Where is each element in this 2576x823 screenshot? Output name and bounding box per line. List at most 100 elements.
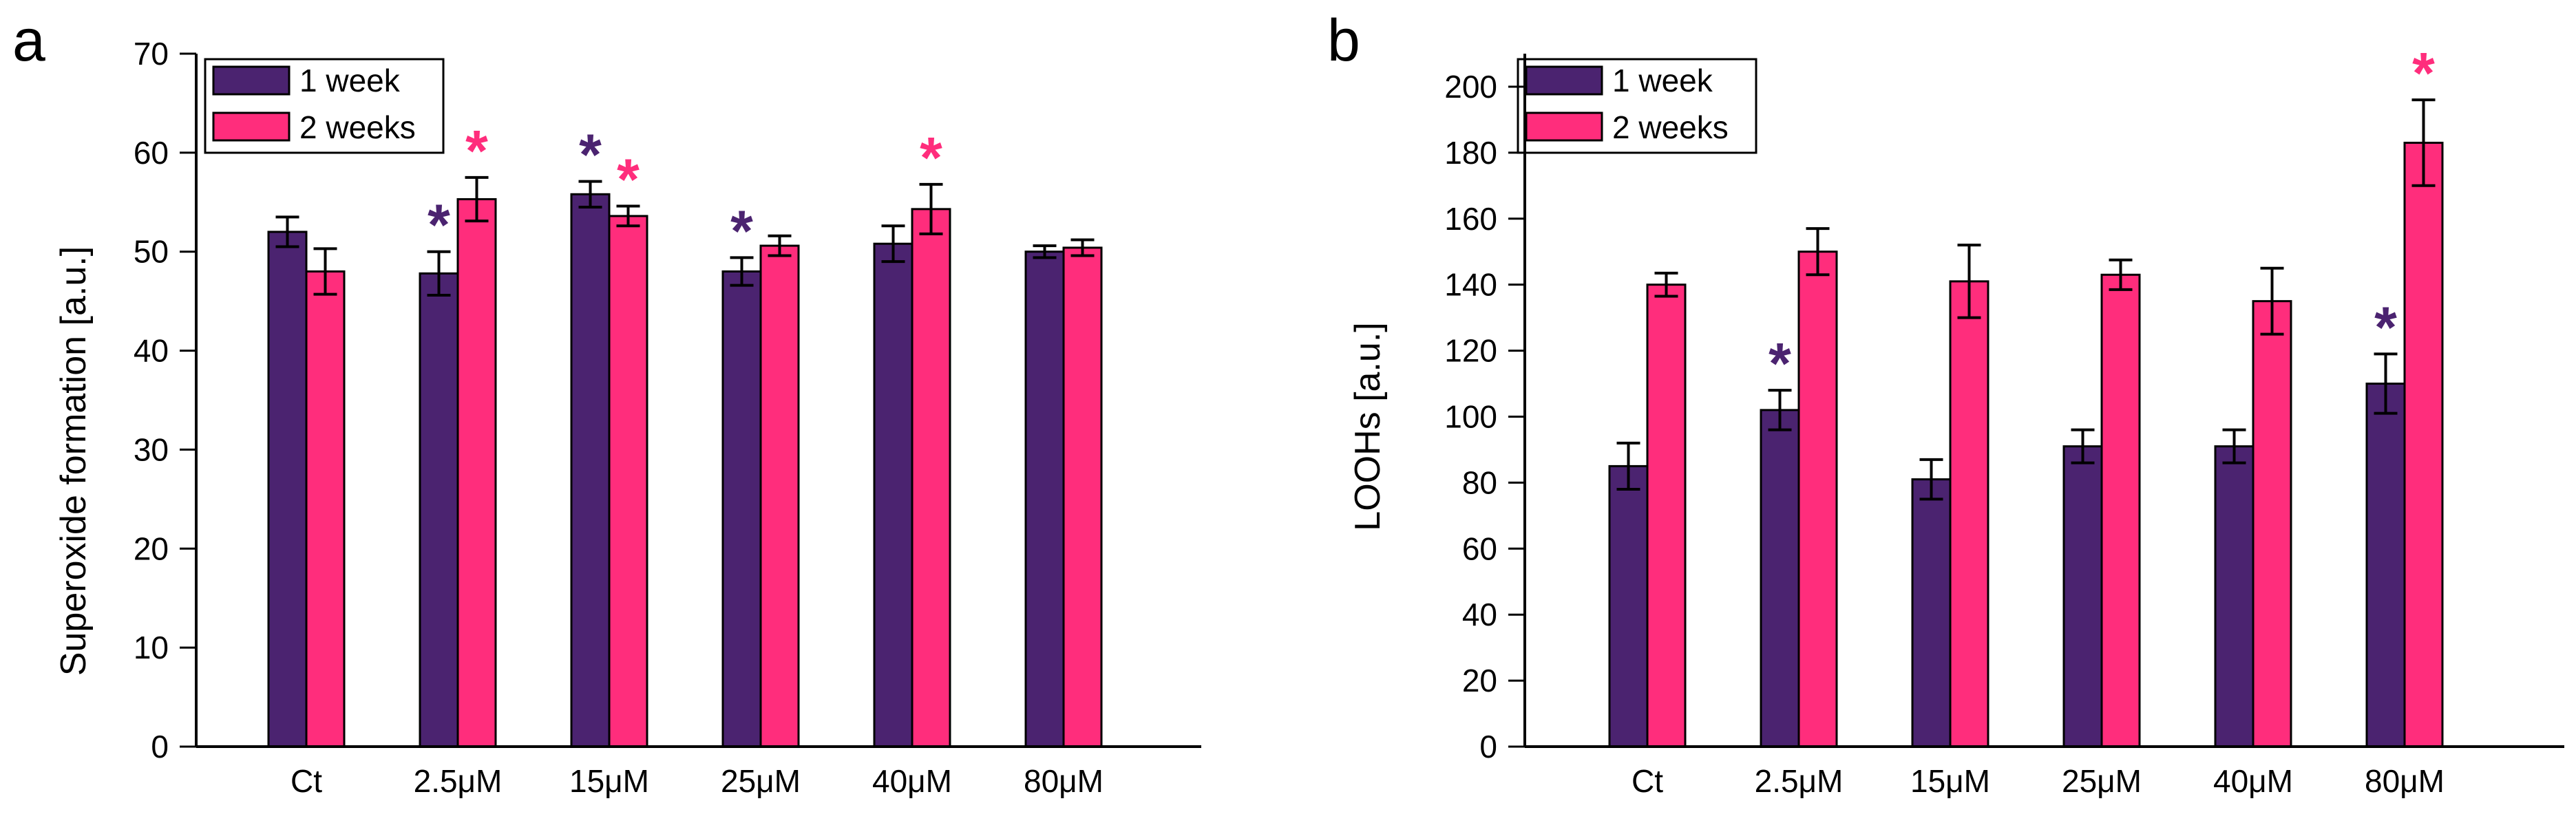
error-bar	[919, 182, 943, 235]
significance-marker: *	[920, 125, 942, 190]
chart-legend: 1 week 2 weeks	[204, 58, 445, 154]
error-bar	[616, 204, 640, 228]
bar	[2062, 445, 2103, 748]
y-tick-label: 70	[134, 36, 169, 72]
bar	[1797, 250, 1838, 748]
y-tick-label: 30	[134, 431, 169, 467]
error-bar	[730, 256, 754, 287]
error-bar	[1616, 441, 1640, 491]
y-tick-label: 120	[1444, 333, 1497, 369]
error-bar	[1806, 227, 1830, 277]
bar	[1062, 246, 1103, 748]
bar	[1760, 409, 1800, 748]
legend-label: 1 week	[1612, 63, 1713, 98]
error-bar	[2374, 352, 2398, 415]
y-tick-label: 180	[1444, 135, 1497, 171]
bar	[1949, 280, 1989, 748]
chart-panel-b: b LOOHs [a.u.] 0 20 40 60 80 100 120 140 160 180 2…	[1327, 8, 2564, 799]
error-bar	[881, 224, 905, 264]
bar	[2365, 383, 2406, 748]
y-tick-label: 140	[1444, 267, 1497, 303]
x-tick-label: 2.5μM	[1755, 763, 1844, 799]
y-tick-label: 40	[134, 333, 169, 369]
bar	[2252, 300, 2292, 748]
panel-label: a	[12, 8, 45, 74]
error-bar	[1654, 271, 1678, 298]
error-bar	[2222, 428, 2246, 464]
significance-marker: *	[617, 147, 640, 212]
significance-marker: *	[427, 193, 450, 257]
significance-marker: *	[1769, 331, 1791, 396]
significance-marker: *	[465, 118, 488, 183]
x-tick-label: Ct	[1632, 763, 1663, 799]
bar	[1911, 478, 1952, 748]
bar	[570, 193, 611, 748]
y-tick-label: 20	[1462, 663, 1497, 698]
y-tick-label: 0	[151, 729, 169, 765]
error-bar	[1957, 244, 1981, 319]
chart-panel-a: a Superoxide formation [a.u.] 0 10 20 30 40 5…	[12, 8, 1201, 799]
error-bar	[1919, 458, 1943, 501]
chart-plot-area: 0 20 40 60 80 100 120 140 160 180 200 Ct * 2.5μM 15μM 2…	[1444, 41, 2564, 799]
y-tick-label: 50	[134, 234, 169, 270]
legend-swatch	[1525, 65, 1603, 96]
x-tick-label: 15μM	[569, 763, 649, 799]
bar	[2214, 445, 2255, 748]
y-axis-title: Superoxide formation [a.u.]	[54, 246, 94, 676]
error-bar	[2071, 428, 2095, 464]
bar	[2403, 141, 2444, 748]
legend-label: 2 weeks	[299, 109, 416, 145]
y-tick-label: 0	[1479, 729, 1497, 765]
bar	[1646, 284, 1687, 748]
legend-swatch	[1525, 111, 1603, 142]
error-bar	[2109, 258, 2133, 291]
chart-legend: 1 week 2 weeks	[1517, 58, 1757, 154]
bar	[721, 270, 762, 748]
bar	[2100, 273, 2141, 748]
y-axis-title: LOOHs [a.u.]	[1348, 322, 1388, 531]
error-bar	[465, 175, 489, 223]
x-tick-label: 2.5μM	[414, 763, 503, 799]
significance-marker: *	[730, 198, 753, 263]
bar	[305, 270, 346, 748]
legend-frame	[1517, 58, 1757, 154]
y-tick-label: 200	[1444, 69, 1497, 105]
x-tick-label: 25μM	[2062, 763, 2142, 799]
panel-label: b	[1327, 8, 1360, 74]
bar	[911, 208, 951, 748]
error-bar	[2260, 266, 2284, 336]
bar	[1024, 250, 1065, 748]
bar	[759, 244, 800, 748]
x-tick-label: 25μM	[721, 763, 801, 799]
x-tick-label: 80μM	[1024, 763, 1104, 799]
error-bar	[578, 180, 602, 209]
x-tick-label: Ct	[291, 763, 322, 799]
legend-label: 1 week	[299, 63, 401, 98]
y-tick-label: 60	[134, 135, 169, 171]
error-bar	[275, 215, 299, 248]
error-bar	[768, 234, 792, 257]
significance-marker: *	[2374, 295, 2397, 359]
legend-label: 2 weeks	[1612, 109, 1729, 145]
legend-frame	[204, 58, 445, 154]
x-tick-label: 15μM	[1910, 763, 1990, 799]
error-bar	[427, 250, 451, 297]
y-tick-label: 100	[1444, 398, 1497, 434]
bar	[608, 215, 648, 748]
y-tick-label: 20	[134, 531, 169, 566]
legend-swatch	[212, 111, 291, 142]
significance-marker: *	[2412, 41, 2435, 105]
legend-swatch	[212, 65, 291, 96]
x-tick-label: 80μM	[2365, 763, 2445, 799]
significance-marker: *	[579, 122, 602, 187]
bar	[456, 197, 497, 748]
error-bar	[1070, 238, 1095, 257]
y-tick-label: 60	[1462, 531, 1497, 566]
error-bar	[2411, 98, 2436, 187]
y-tick-label: 80	[1462, 464, 1497, 500]
error-bar	[1768, 389, 1792, 431]
bar	[1608, 464, 1649, 748]
error-bar	[1033, 244, 1057, 259]
